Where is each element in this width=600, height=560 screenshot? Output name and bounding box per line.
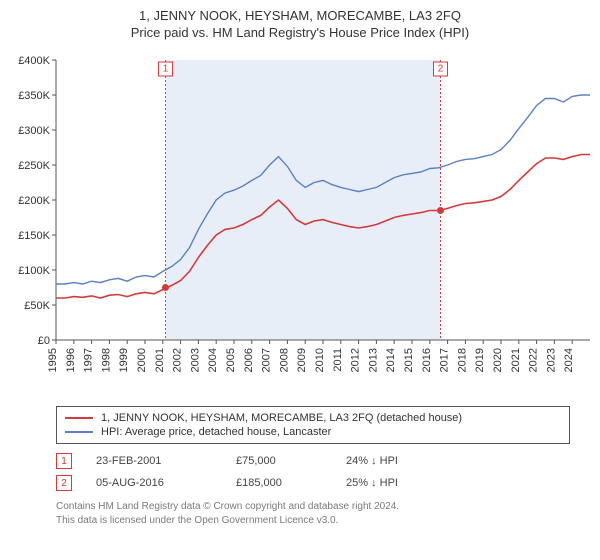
svg-text:£50K: £50K: [24, 300, 50, 312]
sale-price: £185,000: [236, 477, 346, 489]
title-address: 1, JENNY NOOK, HEYSHAM, MORECAMBE, LA3 2…: [4, 8, 596, 23]
legend: 1, JENNY NOOK, HEYSHAM, MORECAMBE, LA3 2…: [56, 406, 570, 444]
svg-text:2007: 2007: [261, 348, 273, 372]
sale-marker: 2: [56, 475, 72, 491]
svg-text:2003: 2003: [189, 348, 201, 372]
legend-label-hpi: HPI: Average price, detached house, Lanc…: [101, 426, 331, 438]
footer-line1: Contains HM Land Registry data © Crown c…: [56, 500, 570, 514]
svg-text:2021: 2021: [510, 348, 522, 372]
svg-text:2011: 2011: [332, 348, 344, 372]
svg-text:2018: 2018: [456, 348, 468, 372]
title-block: 1, JENNY NOOK, HEYSHAM, MORECAMBE, LA3 2…: [0, 0, 600, 50]
svg-text:2: 2: [438, 64, 444, 75]
svg-text:1999: 1999: [118, 348, 130, 372]
svg-text:2015: 2015: [403, 348, 415, 372]
svg-text:2009: 2009: [296, 348, 308, 372]
svg-text:2020: 2020: [492, 348, 504, 372]
svg-text:2006: 2006: [243, 348, 255, 372]
svg-text:2005: 2005: [225, 348, 237, 372]
sale-date: 23-FEB-2001: [96, 455, 236, 467]
footer-line2: This data is licensed under the Open Gov…: [56, 514, 570, 528]
sale-note: 25% ↓ HPI: [346, 477, 398, 489]
svg-text:2008: 2008: [278, 348, 290, 372]
svg-text:2000: 2000: [136, 348, 148, 372]
svg-text:2001: 2001: [154, 348, 166, 372]
svg-text:£150K: £150K: [18, 230, 50, 242]
svg-text:1997: 1997: [83, 348, 95, 372]
sale-row: 2 05-AUG-2016 £185,000 25% ↓ HPI: [56, 472, 570, 494]
chart-svg: £0 £50K £100K £150K £200K £250K £300K £350K £400…: [0, 50, 600, 400]
svg-text:2013: 2013: [367, 348, 379, 372]
svg-text:£350K: £350K: [18, 90, 50, 102]
svg-text:1: 1: [163, 64, 169, 75]
chart: £0 £50K £100K £150K £200K £250K £300K £350K £400…: [0, 50, 600, 400]
svg-text:2012: 2012: [350, 348, 362, 372]
title-subtitle: Price paid vs. HM Land Registry's House …: [4, 25, 596, 40]
legend-label-price: 1, JENNY NOOK, HEYSHAM, MORECAMBE, LA3 2…: [101, 412, 462, 424]
svg-text:2016: 2016: [421, 348, 433, 372]
sale-marker: 1: [56, 453, 72, 469]
svg-text:2022: 2022: [528, 348, 540, 372]
svg-text:£0: £0: [38, 335, 50, 347]
svg-text:2024: 2024: [563, 348, 575, 372]
svg-text:£250K: £250K: [18, 160, 50, 172]
svg-text:£200K: £200K: [18, 195, 50, 207]
sale-row: 1 23-FEB-2001 £75,000 24% ↓ HPI: [56, 450, 570, 472]
svg-text:£100K: £100K: [18, 265, 50, 277]
svg-text:2014: 2014: [385, 348, 397, 372]
svg-text:2017: 2017: [439, 348, 451, 372]
sales-list: 1 23-FEB-2001 £75,000 24% ↓ HPI 2 05-AUG…: [56, 450, 570, 494]
sale-price: £75,000: [236, 455, 346, 467]
legend-row-hpi: HPI: Average price, detached house, Lanc…: [65, 425, 561, 439]
svg-text:£300K: £300K: [18, 125, 50, 137]
svg-text:1996: 1996: [65, 348, 77, 372]
svg-text:£400K: £400K: [18, 55, 50, 67]
svg-text:2019: 2019: [474, 348, 486, 372]
svg-text:2004: 2004: [207, 348, 219, 372]
legend-swatch-hpi: [65, 431, 93, 433]
svg-text:1998: 1998: [100, 348, 112, 372]
sale-date: 05-AUG-2016: [96, 477, 236, 489]
svg-text:2010: 2010: [314, 348, 326, 372]
svg-text:2002: 2002: [172, 348, 184, 372]
sale-note: 24% ↓ HPI: [346, 455, 398, 467]
legend-swatch-price: [65, 417, 93, 419]
svg-text:2023: 2023: [545, 348, 557, 372]
svg-text:1995: 1995: [47, 348, 59, 372]
footer: Contains HM Land Registry data © Crown c…: [56, 500, 570, 527]
legend-row-price: 1, JENNY NOOK, HEYSHAM, MORECAMBE, LA3 2…: [65, 411, 561, 425]
